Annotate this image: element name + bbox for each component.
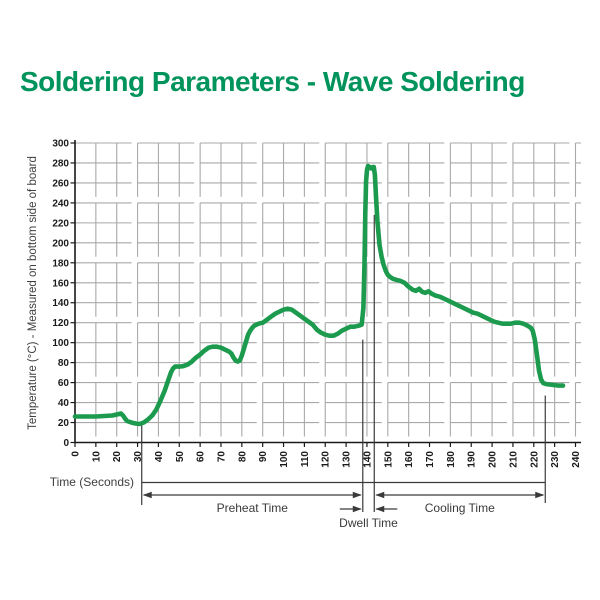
x-tick-label: 160 xyxy=(404,451,415,468)
y-tick-label: 120 xyxy=(52,318,69,329)
y-tick-label: 140 xyxy=(52,298,69,309)
temperature-curve xyxy=(72,163,566,427)
dwell-time-label: Dwell Time xyxy=(339,516,398,530)
x-tick-label: 190 xyxy=(467,451,478,468)
x-tick-label: 60 xyxy=(196,451,207,463)
y-tick-label: 280 xyxy=(52,158,69,169)
x-tick-label: 120 xyxy=(321,451,332,468)
x-tick-label: 30 xyxy=(133,451,144,463)
y-tick-label: 180 xyxy=(52,258,69,269)
y-tick-label: 80 xyxy=(58,358,70,369)
x-axis-title: Time (Seconds) xyxy=(50,475,134,489)
preheat-time-label: Preheat Time xyxy=(217,501,289,515)
cooling-time-label: Cooling Time xyxy=(425,501,495,515)
page-title: Soldering Parameters - Wave Soldering xyxy=(20,66,525,97)
x-tick-label: 20 xyxy=(112,451,123,463)
y-tick-label: 160 xyxy=(52,278,69,289)
phase-annotations xyxy=(141,214,546,513)
y-tick-label: 300 xyxy=(52,139,69,150)
axes xyxy=(70,140,581,447)
x-tick-label: 40 xyxy=(154,451,165,463)
x-tick-label: 80 xyxy=(237,451,248,463)
y-tick-label: 0 xyxy=(63,438,69,449)
x-tick-label: 220 xyxy=(529,451,540,468)
y-tick-label: 200 xyxy=(52,238,69,249)
y-tick-label: 220 xyxy=(52,218,69,229)
x-tick-label: 10 xyxy=(91,451,102,463)
x-tick-label: 210 xyxy=(508,451,519,468)
x-tick-label: 110 xyxy=(300,451,311,468)
x-tick-label: 100 xyxy=(279,451,290,468)
x-tick-label: 0 xyxy=(71,451,82,457)
x-tick-label: 180 xyxy=(446,451,457,468)
y-tick-label: 100 xyxy=(52,338,69,349)
y-tick-label: 20 xyxy=(58,418,70,429)
y-tick-label: 60 xyxy=(58,378,70,389)
x-tick-label: 200 xyxy=(488,451,499,468)
x-tick-label: 140 xyxy=(362,451,373,468)
x-tick-label: 240 xyxy=(571,451,582,468)
y-tick-label: 40 xyxy=(58,398,70,409)
x-tick-label: 70 xyxy=(216,451,227,463)
y-axis-title: Temperature (°C) - Measured on bottom si… xyxy=(27,156,39,430)
y-tick-label: 240 xyxy=(52,198,69,209)
x-tick-label: 90 xyxy=(258,451,269,463)
x-tick-label: 50 xyxy=(175,451,186,463)
x-tick-label: 230 xyxy=(550,451,561,468)
x-tick-label: 170 xyxy=(425,451,436,468)
x-tick-label: 130 xyxy=(342,451,353,468)
x-tick-label: 150 xyxy=(383,451,394,468)
grid xyxy=(74,142,581,444)
y-tick-label: 260 xyxy=(52,178,69,189)
